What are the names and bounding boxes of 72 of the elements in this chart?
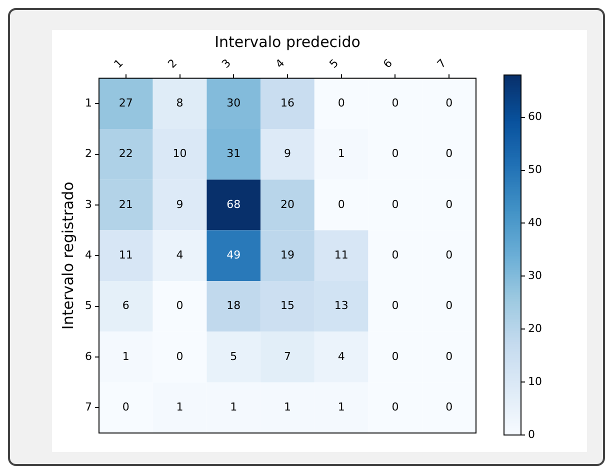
data-label: 0 xyxy=(392,96,399,110)
data-label: 19 xyxy=(280,248,294,262)
data-label: 0 xyxy=(446,400,453,414)
data-label: 1 xyxy=(338,400,345,414)
data-label: 0 xyxy=(446,96,453,110)
data-label: 7 xyxy=(284,350,291,363)
data-label: 0 xyxy=(392,400,399,414)
y-tick-label: 5 xyxy=(85,299,92,312)
x-tick-label: 2 xyxy=(165,56,180,71)
data-label: 20 xyxy=(280,198,294,211)
data-label: 0 xyxy=(338,198,345,211)
data-label: 0 xyxy=(446,248,453,262)
color-bar-label: 0 xyxy=(528,428,535,441)
data-label: 11 xyxy=(118,248,133,262)
color-bar-label: 10 xyxy=(528,374,542,388)
color-bar-label: 30 xyxy=(528,269,542,282)
y-tick-label: 7 xyxy=(85,400,92,414)
x-tick-label: 7 xyxy=(434,56,449,71)
data-label: 1 xyxy=(176,400,184,414)
data-label: 4 xyxy=(338,350,345,363)
data-label: 1 xyxy=(122,350,130,363)
data-label: 0 xyxy=(392,248,399,262)
data-label: 0 xyxy=(392,198,399,211)
data-label: 0 xyxy=(446,147,453,160)
data-label: 49 xyxy=(226,248,241,262)
data-label: 21 xyxy=(118,198,133,211)
data-label: 16 xyxy=(280,96,294,110)
data-label: 1 xyxy=(284,400,291,414)
data-label: 13 xyxy=(334,299,348,312)
y-tick-label: 6 xyxy=(85,350,92,363)
data-label: 27 xyxy=(118,96,133,110)
data-label: 0 xyxy=(176,350,184,363)
x-tick-label: 5 xyxy=(326,56,342,71)
data-label: 30 xyxy=(226,96,241,110)
data-label: 15 xyxy=(280,299,294,312)
data-label: 68 xyxy=(226,198,241,211)
data-label: 10 xyxy=(172,147,187,160)
data-label: 1 xyxy=(338,147,345,160)
data-label: 11 xyxy=(334,248,348,262)
color-bar-label: 60 xyxy=(528,110,542,124)
x-axis-title: Intervalo predecido xyxy=(214,32,360,51)
data-label: 22 xyxy=(118,147,133,160)
data-label: 0 xyxy=(446,198,453,211)
data-label: 6 xyxy=(122,299,130,312)
data-label: 5 xyxy=(230,350,238,363)
x-tick-label: 1 xyxy=(112,56,126,71)
color-bar-label: 20 xyxy=(528,322,542,335)
data-label: 0 xyxy=(176,299,184,312)
data-label: 9 xyxy=(284,147,291,160)
data-label: 9 xyxy=(176,198,184,211)
y-tick-label: 1 xyxy=(85,96,92,110)
y-tick-label: 3 xyxy=(85,198,92,211)
data-label: 0 xyxy=(122,400,130,414)
data-label: 31 xyxy=(226,147,241,160)
data-label: 4 xyxy=(176,248,184,262)
color-bar-label: 40 xyxy=(528,216,542,230)
data-label: 0 xyxy=(392,350,399,363)
data-label: 8 xyxy=(176,96,184,110)
x-tick-label: 3 xyxy=(219,56,234,71)
y-tick-label: 4 xyxy=(85,248,92,262)
y-tick-label: 2 xyxy=(85,147,92,160)
color-bar-label: 50 xyxy=(528,163,542,176)
x-tick-label: 6 xyxy=(380,56,395,71)
y-axis-title: Intervalo registrado xyxy=(58,182,77,330)
data-label: 18 xyxy=(226,299,241,312)
data-label: 0 xyxy=(446,350,453,363)
data-label: 0 xyxy=(392,299,399,312)
x-tick-label: 4 xyxy=(273,56,288,71)
data-label: 1 xyxy=(230,400,238,414)
data-label: 0 xyxy=(446,299,453,312)
data-label: 0 xyxy=(338,96,345,110)
data-label: 0 xyxy=(392,147,399,160)
